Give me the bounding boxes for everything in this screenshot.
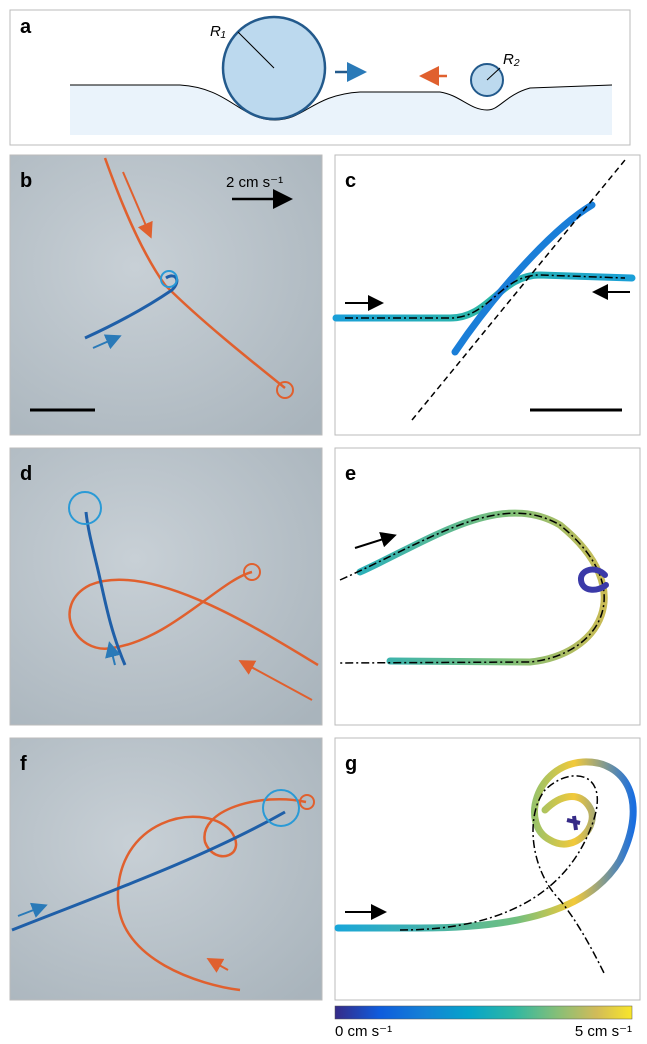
panel-frame — [335, 448, 640, 725]
figure: a R₁ R₂ b 2 cm s⁻¹ c d e f g 0 cm s⁻¹ 5 … — [0, 0, 647, 1044]
panel-label: g — [345, 753, 357, 775]
panel-e: e — [335, 448, 640, 725]
colorbar-scale — [335, 1006, 632, 1019]
panel-label: e — [345, 463, 356, 485]
panel-label: b — [20, 170, 32, 192]
panel-c: c — [335, 155, 640, 435]
panel-a: a R₁ R₂ — [10, 10, 630, 145]
panel-label: a — [20, 16, 32, 38]
panel-g: g — [335, 738, 640, 1000]
panel-frame — [335, 738, 640, 1000]
panel-frame — [335, 155, 640, 435]
panel-label: c — [345, 170, 356, 192]
colorbar-min-label: 0 cm s⁻¹ — [335, 1023, 392, 1040]
panel-f: f — [10, 738, 322, 1000]
radius-label: R₁ — [210, 23, 226, 40]
colorbar: 0 cm s⁻¹ 5 cm s⁻¹ — [335, 1006, 632, 1040]
panel-label: f — [20, 753, 27, 775]
panel-d: d — [10, 448, 322, 725]
colorbar-max-label: 5 cm s⁻¹ — [575, 1023, 632, 1040]
scale-label: 2 cm s⁻¹ — [226, 174, 283, 191]
panel-b: b 2 cm s⁻¹ — [10, 155, 322, 435]
panel-label: d — [20, 463, 32, 485]
radius-label: R₂ — [503, 51, 520, 68]
